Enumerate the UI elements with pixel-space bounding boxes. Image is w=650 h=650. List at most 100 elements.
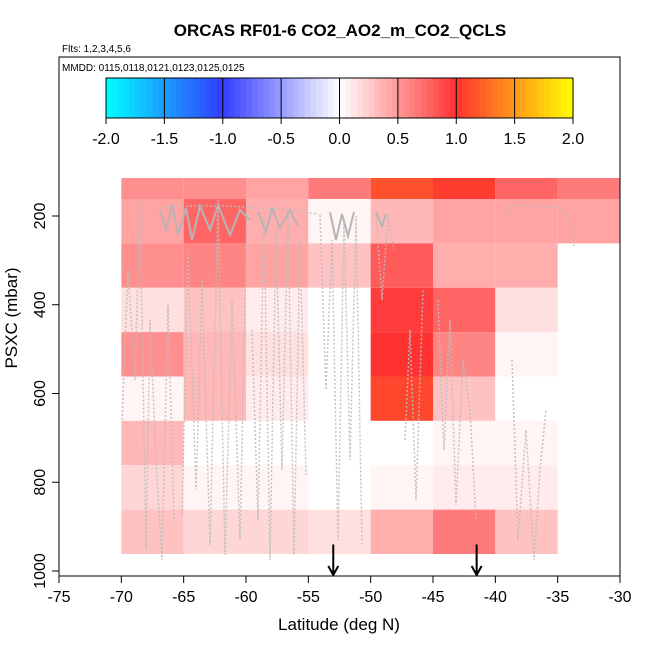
heatmap-cell (370, 199, 433, 244)
flight-traces (121, 199, 575, 561)
flight-trace (375, 211, 387, 229)
colorbar-swatch (246, 78, 253, 118)
heatmap-cell (557, 178, 620, 199)
heatmap-cell (495, 287, 558, 333)
colorbar-tick-label: -1.0 (209, 131, 237, 148)
colorbar-swatch (263, 78, 271, 118)
colorbar-swatch (164, 78, 171, 118)
heatmap-cell (308, 243, 371, 288)
colorbar-swatch (444, 78, 452, 118)
heatmap-cell (433, 332, 496, 377)
colorbar-swatch (508, 78, 516, 118)
flight-trace (181, 199, 248, 556)
heatmap-cell (433, 376, 496, 421)
colorbar-swatch (170, 78, 177, 118)
heatmap-cell (495, 420, 558, 466)
colorbar-swatch (427, 78, 434, 118)
y-axis-label: PSXC (mbar) (2, 267, 21, 368)
arrow-markers (327, 544, 483, 578)
colorbar-swatch (199, 78, 206, 118)
heatmap-cell (370, 178, 433, 199)
heatmap-cell (246, 465, 309, 510)
colorbar-swatch (286, 78, 294, 118)
x-tick-label: -40 (484, 589, 507, 606)
y-tick-label: 600 (32, 380, 49, 407)
colorbar-swatch (176, 78, 183, 118)
colorbar-swatch (304, 78, 311, 118)
colorbar-swatch (514, 78, 522, 118)
heatmap-cell (433, 243, 496, 288)
heatmap-cell (121, 509, 184, 554)
colorbar-swatch (316, 78, 323, 118)
heatmap-cell (183, 243, 246, 288)
colorbar-swatch (321, 78, 329, 118)
colorbar-swatch (374, 78, 381, 118)
heatmap-cells (121, 178, 620, 554)
heatmap-cell (121, 178, 184, 199)
heatmap-cell (308, 178, 371, 199)
colorbar-swatch (386, 78, 393, 118)
heatmap-cell (433, 420, 496, 466)
heatmap-cell (370, 465, 433, 510)
heatmap-cell (308, 509, 371, 554)
x-axis-label: Latitude (deg N) (278, 615, 400, 634)
colorbar-tick-label: 0.5 (387, 131, 409, 148)
heatmap-cell (495, 178, 558, 199)
heatmap-cell (370, 376, 433, 421)
colorbar-swatch (403, 78, 411, 118)
y-axis: 200 400 600 800 1000 (32, 203, 59, 589)
colorbar-swatch (380, 78, 387, 118)
colorbar-swatch (193, 78, 200, 118)
colorbar-swatch (275, 78, 282, 118)
colorbar-tick-label: 2.0 (562, 131, 584, 148)
heatmap-cell (370, 332, 433, 377)
colorbar-swatch (397, 78, 405, 118)
dates-label: MMDD: 0115,0118,0121,0123,0125,0125 (62, 63, 245, 74)
colorbar-swatch (392, 78, 399, 118)
x-tick-label: -70 (110, 589, 133, 606)
heatmap-cell (308, 332, 371, 377)
heatmap-cell (183, 465, 246, 510)
colorbar-swatch (357, 78, 364, 118)
colorbar-swatch (479, 78, 487, 118)
colorbar-swatch (240, 78, 247, 118)
heatmap-cell (370, 420, 433, 466)
arrow-marker (470, 544, 483, 578)
heatmap-cell (246, 376, 309, 421)
colorbar-swatch (450, 78, 457, 118)
colorbar-swatch (409, 78, 416, 118)
heatmap-cell (183, 178, 246, 199)
colorbar-swatch (438, 78, 446, 118)
colorbar-tick-label: -1.5 (151, 131, 179, 148)
flight-trace (251, 211, 307, 561)
flight-trace (375, 213, 395, 301)
colorbar-swatch (549, 78, 557, 118)
colorbar-swatch (141, 78, 148, 118)
x-tick-label: -60 (234, 589, 257, 606)
colorbar-tick-label: -2.0 (92, 131, 120, 148)
x-tick-label: -50 (359, 589, 382, 606)
heatmap-cell (370, 509, 433, 554)
colorbar-swatch (234, 78, 241, 118)
colorbar-swatch (310, 78, 317, 118)
heatmap-cell (183, 287, 246, 333)
heatmap-cell (246, 420, 309, 466)
x-axis: -75 -70 -65 -60 -55 -50 -45 -40 -35 -30 (47, 576, 632, 606)
heatmap-cell (495, 243, 558, 288)
colorbar-swatch (473, 78, 481, 118)
colorbar-swatch (298, 78, 306, 118)
colorbar-swatch (532, 78, 539, 118)
x-tick-label: -30 (608, 589, 631, 606)
colorbar-tick-label: 1.0 (445, 131, 467, 148)
colorbar-swatch (362, 78, 370, 118)
colorbar-swatch (181, 78, 189, 118)
colorbar-swatch (432, 78, 440, 118)
heatmap-cell (246, 178, 309, 199)
colorbar-swatch (485, 78, 492, 118)
colorbar-swatch (543, 78, 551, 118)
colorbar-swatch (205, 78, 212, 118)
arrow-marker (327, 544, 340, 578)
colorbar-swatch (158, 78, 165, 118)
colorbar-tick-label: -0.5 (267, 131, 295, 148)
